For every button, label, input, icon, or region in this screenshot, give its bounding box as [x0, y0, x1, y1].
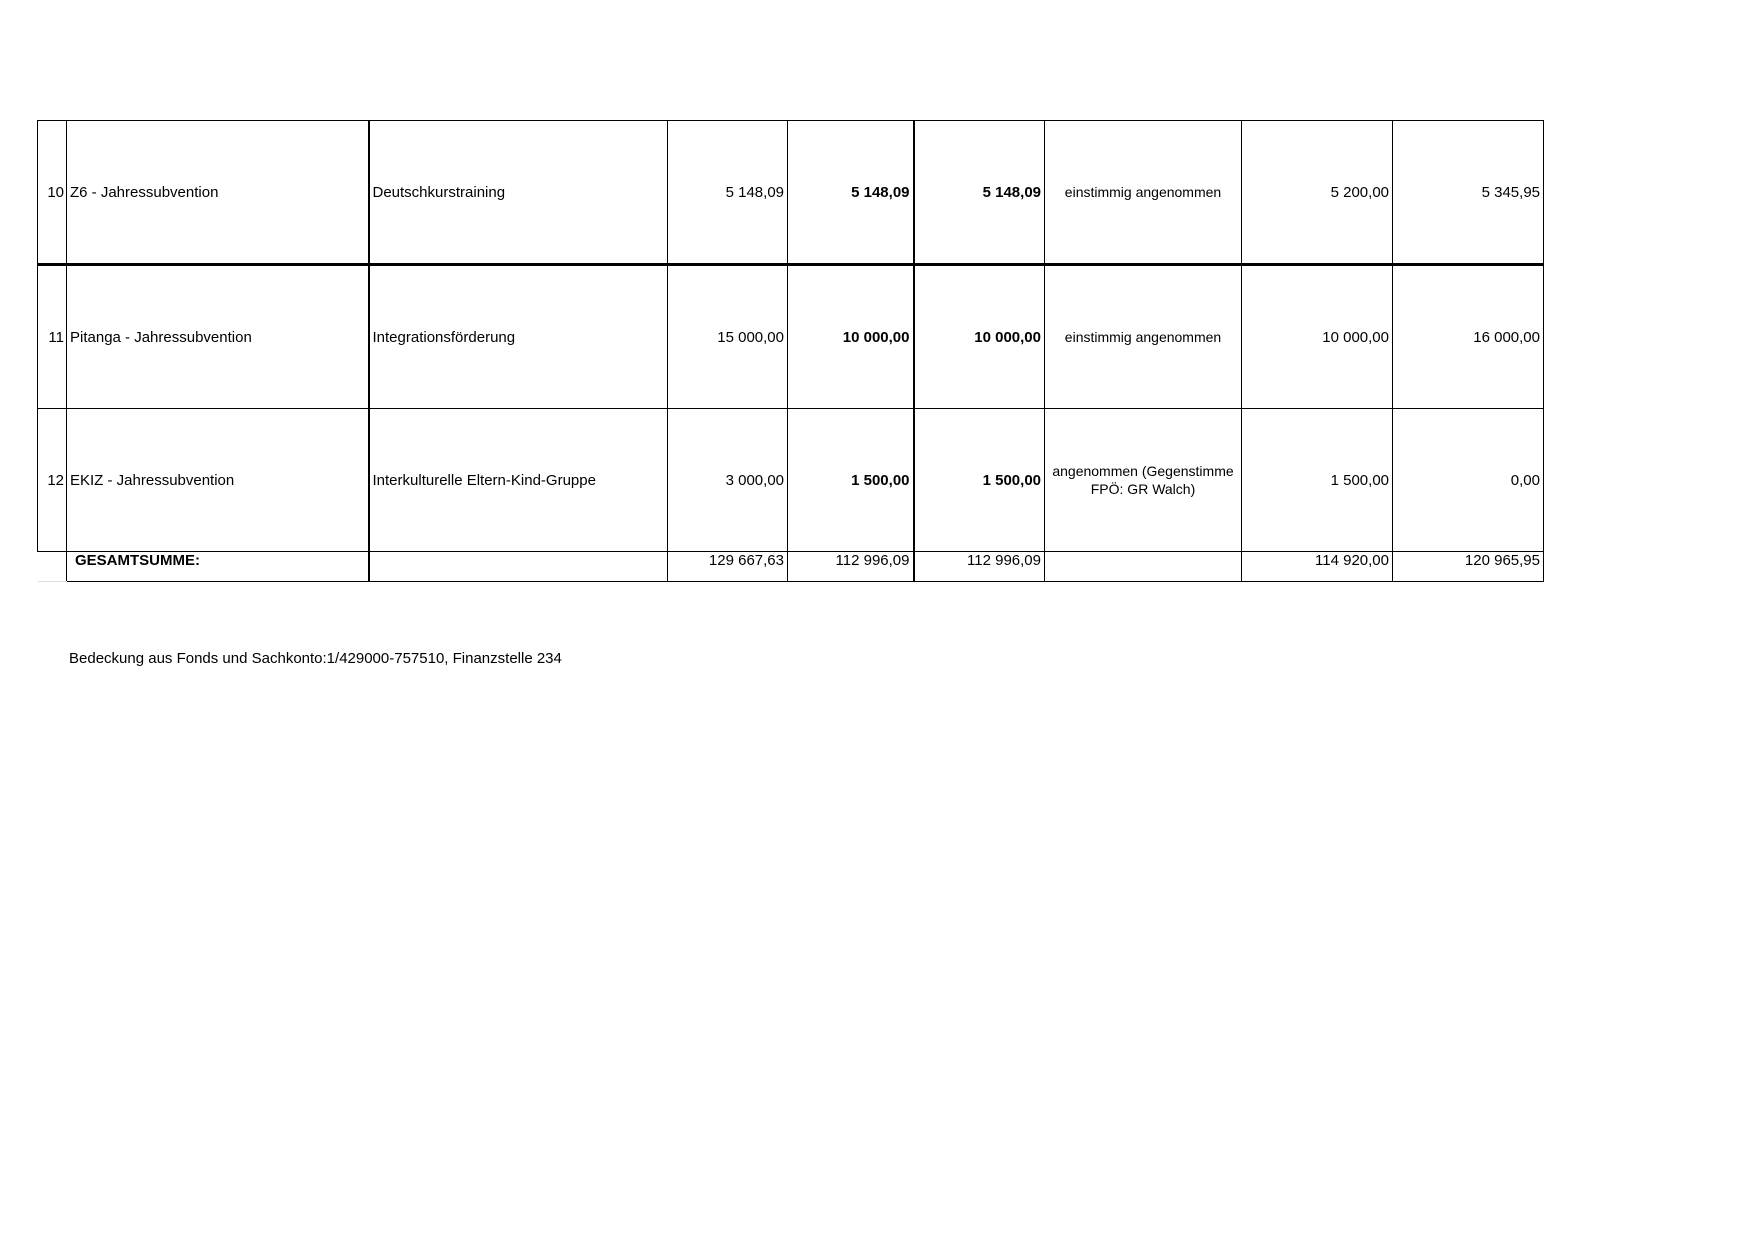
purpose: Deutschkurstraining: [367, 120, 668, 266]
previous-year-2: 0,00: [1392, 408, 1544, 552]
total-row: GESAMTSUMME: 129 667,63 112 996,09 112 9…: [37, 551, 1544, 582]
previous-year-1: 5 200,00: [1241, 120, 1393, 266]
row-number: 10: [37, 120, 67, 266]
table-row: 10 Z6 - Jahressubvention Deutschkurstrai…: [37, 120, 1544, 266]
applicant: EKIZ - Jahressubvention: [66, 408, 369, 552]
blank-cell: [367, 551, 668, 582]
proposed-amount: 1 500,00: [787, 408, 914, 552]
total-label: GESAMTSUMME:: [66, 551, 369, 582]
applicant: Z6 - Jahressubvention: [66, 120, 369, 266]
approved-amount: 1 500,00: [912, 408, 1045, 552]
purpose: Integrationsförderung: [367, 264, 668, 409]
blank-cell: [37, 551, 67, 582]
total-previous-year-1: 114 920,00: [1241, 551, 1393, 582]
previous-year-1: 10 000,00: [1241, 264, 1393, 409]
blank-cell: [1044, 551, 1242, 582]
previous-year-1: 1 500,00: [1241, 408, 1393, 552]
applicant: Pitanga - Jahressubvention: [66, 264, 369, 409]
row-number: 11: [37, 264, 67, 409]
subsidy-table: 10 Z6 - Jahressubvention Deutschkurstrai…: [37, 120, 1544, 582]
purpose: Interkulturelle Eltern-Kind-Gruppe: [367, 408, 668, 552]
approved-amount: 5 148,09: [912, 120, 1045, 266]
total-requested: 129 667,63: [667, 551, 788, 582]
requested-amount: 5 148,09: [667, 120, 788, 266]
row-number: 12: [37, 408, 67, 552]
requested-amount: 15 000,00: [667, 264, 788, 409]
previous-year-2: 5 345,95: [1392, 120, 1544, 266]
previous-year-2: 16 000,00: [1392, 264, 1544, 409]
total-proposed: 112 996,09: [787, 551, 914, 582]
table-row: 12 EKIZ - Jahressubvention Interkulturel…: [37, 408, 1544, 552]
approved-amount: 10 000,00: [912, 264, 1045, 409]
decision: einstimmig angenommen: [1044, 264, 1242, 409]
funding-note: Bedeckung aus Fonds und Sachkonto:1/4290…: [69, 650, 562, 667]
proposed-amount: 5 148,09: [787, 120, 914, 266]
requested-amount: 3 000,00: [667, 408, 788, 552]
total-previous-year-2: 120 965,95: [1392, 551, 1544, 582]
total-approved: 112 996,09: [912, 551, 1045, 582]
decision: angenommen (Gegenstimme FPÖ: GR Walch): [1044, 408, 1242, 552]
decision: einstimmig angenommen: [1044, 120, 1242, 266]
proposed-amount: 10 000,00: [787, 264, 914, 409]
table-row: 11 Pitanga - Jahressubvention Integratio…: [37, 264, 1544, 409]
